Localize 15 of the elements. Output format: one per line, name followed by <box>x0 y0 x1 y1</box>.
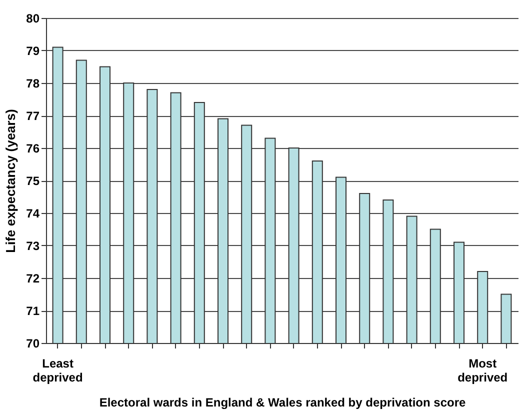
y-tick-label: 77 <box>26 109 40 123</box>
x-tick-label: Most deprived <box>458 356 508 384</box>
y-tick-label: 74 <box>26 206 40 220</box>
y-tick-label: 73 <box>26 239 40 253</box>
y-tick-label: 75 <box>26 174 40 188</box>
y-tick-label: 76 <box>26 142 40 156</box>
y-tick-label: 71 <box>26 304 40 318</box>
y-axis-title: Life expectancy (years) <box>3 109 18 253</box>
y-tick-label: 70 <box>26 336 40 350</box>
y-tick-label: 80 <box>26 12 40 26</box>
y-tick-label: 79 <box>26 44 40 58</box>
y-tick-label: 78 <box>26 76 40 90</box>
x-tick-label: Least deprived <box>32 356 83 384</box>
y-tick-label: 72 <box>26 272 40 286</box>
x-axis-title: Electoral wards in England & Wales ranked by deprivation score <box>99 396 466 410</box>
